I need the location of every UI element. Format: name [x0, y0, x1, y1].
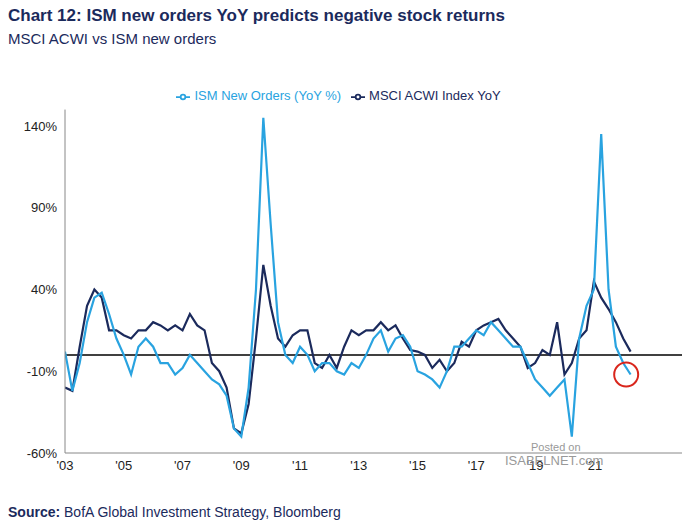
svg-text:'13: '13 [350, 458, 367, 473]
html-text:Chart 12: ISM new orders YoY p: Chart 12: ISM new orders YoY predicts ne… [8, 6, 505, 25]
svg-text:90%: 90% [31, 200, 57, 215]
html-text:Source: BofA Global Investment: Source: BofA Global Investment Strategy,… [8, 504, 341, 520]
svg-text:'07: '07 [174, 458, 191, 473]
svg-text:140%: 140% [24, 119, 58, 134]
html-text:MSCI ACWI vs ISM new orders: MSCI ACWI vs ISM new orders [8, 30, 217, 47]
svg-text:-10%: -10% [27, 364, 58, 379]
svg-text:'03: '03 [57, 458, 74, 473]
html-text:Posted on: Posted on [531, 441, 581, 453]
svg-text:'15: '15 [409, 458, 426, 473]
html-text:MSCI ACWI Index YoY: MSCI ACWI Index YoY [369, 88, 501, 103]
svg-text:'09: '09 [233, 458, 250, 473]
svg-text:40%: 40% [31, 282, 57, 297]
svg-text:-60%: -60% [27, 446, 58, 461]
svg-text:'11: '11 [292, 458, 308, 473]
html-text:ISABELNET.com: ISABELNET.com [505, 453, 604, 468]
svg-text:'05: '05 [115, 458, 132, 473]
html-text:ISM New Orders (YoY %): ISM New Orders (YoY %) [194, 88, 342, 103]
svg-text:'17: '17 [468, 458, 485, 473]
